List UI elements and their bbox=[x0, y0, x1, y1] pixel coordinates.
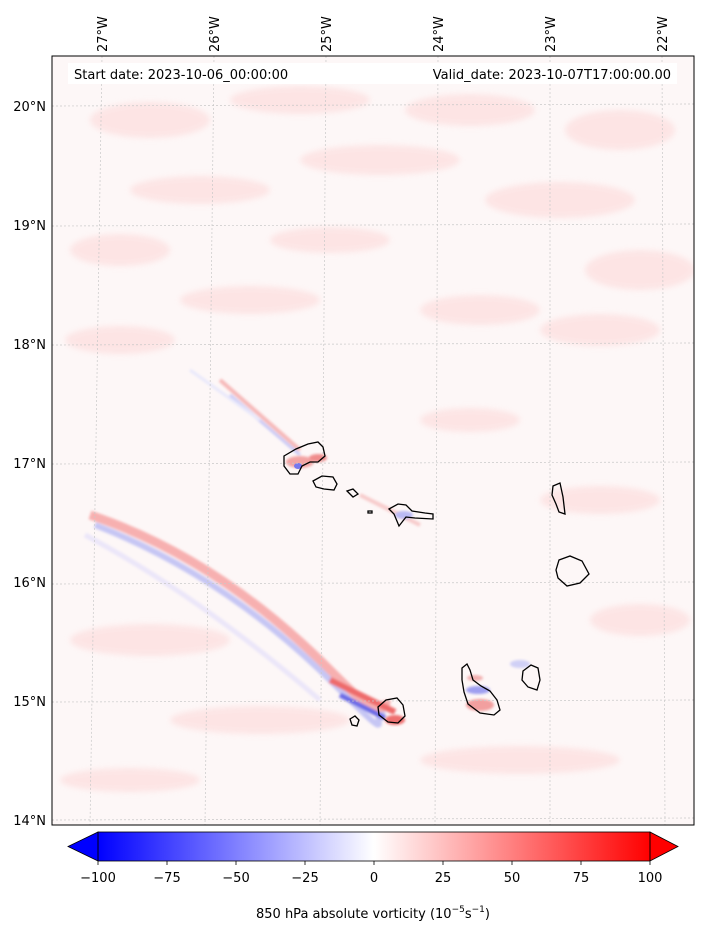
island-santa-luzia bbox=[345, 488, 360, 498]
start-date-text: Start date: 2023-10-06_00:00:00 bbox=[74, 68, 288, 83]
colorbar-tick-label: −25 bbox=[291, 871, 318, 886]
lon-label: 25°W bbox=[320, 16, 335, 52]
island-sao-vicente bbox=[312, 475, 338, 491]
colorbar-tick-label: 0 bbox=[370, 871, 378, 886]
colorbar-ticks bbox=[97, 861, 651, 865]
island-sao-nicolau bbox=[387, 503, 434, 528]
island-brava bbox=[349, 715, 360, 727]
colorbar-tick-label: −50 bbox=[222, 871, 249, 886]
island-maio bbox=[521, 664, 541, 691]
lon-label: 27°W bbox=[96, 16, 111, 52]
island-raso bbox=[367, 510, 373, 514]
colorbar-extend-min bbox=[67, 831, 99, 862]
island-boa-vista bbox=[555, 555, 590, 587]
lon-label: 22°W bbox=[656, 16, 671, 52]
lat-label: 16°N bbox=[13, 576, 46, 591]
lat-label: 15°N bbox=[13, 695, 46, 710]
header-box bbox=[68, 63, 677, 84]
map-frame bbox=[51, 55, 695, 826]
lat-label: 19°N bbox=[13, 219, 46, 234]
colorbar-tick-label: −100 bbox=[80, 871, 116, 886]
gridlines bbox=[52, 56, 694, 825]
colorbar-body bbox=[98, 832, 650, 861]
colorbar-tick-label: 100 bbox=[638, 871, 663, 886]
fogo-wake-streak bbox=[83, 510, 397, 728]
island-santo-antao bbox=[283, 441, 326, 475]
lat-label: 18°N bbox=[13, 338, 46, 353]
vorticity-field bbox=[52, 56, 694, 825]
colorbar: −100 −75 −50 −25 0 25 50 75 100 850 hPa … bbox=[67, 831, 679, 922]
lat-label: 20°N bbox=[13, 100, 46, 115]
colorbar-tick-label: −75 bbox=[153, 871, 180, 886]
colorbar-tick-label: 75 bbox=[573, 871, 590, 886]
valid-date-text: Valid_date: 2023-10-07T17:00:00.00 bbox=[433, 68, 671, 83]
latitude-labels: 20°N 19°N 18°N 17°N 16°N 15°N 14°N bbox=[13, 100, 46, 829]
lon-label: 24°W bbox=[432, 16, 447, 52]
colorbar-title: 850 hPa absolute vorticity (10−5s−1) bbox=[256, 905, 490, 922]
northern-island-wake bbox=[189, 368, 421, 527]
colorbar-tick-label: 25 bbox=[435, 871, 452, 886]
lat-label: 17°N bbox=[13, 457, 46, 472]
longitude-labels: 27°W 26°W 25°W 24°W 23°W 22°W bbox=[96, 16, 671, 52]
lat-label: 14°N bbox=[13, 814, 46, 829]
island-fogo bbox=[377, 697, 406, 724]
lon-label: 26°W bbox=[208, 16, 223, 52]
background-vorticity-patches bbox=[60, 86, 694, 792]
colorbar-extend-max bbox=[649, 831, 679, 862]
colorbar-tick-label: 50 bbox=[504, 871, 521, 886]
lon-label: 23°W bbox=[544, 16, 559, 52]
island-sal bbox=[551, 482, 566, 515]
coastlines bbox=[283, 441, 590, 727]
island-santiago bbox=[461, 662, 501, 716]
